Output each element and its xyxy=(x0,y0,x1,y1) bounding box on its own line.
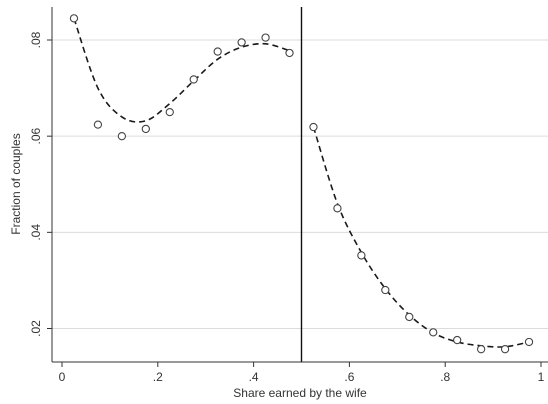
x-tick-label: .2 xyxy=(153,370,163,384)
data-point xyxy=(357,251,366,260)
y-tick-label: .04 xyxy=(29,224,43,241)
fit-layer xyxy=(73,18,530,348)
data-point xyxy=(405,312,414,322)
x-tick-label: .4 xyxy=(249,370,259,384)
data-point xyxy=(189,75,198,84)
x-tick-label: 0 xyxy=(59,370,66,384)
ticks-layer: .02 .04 .06 .08 0 .2 .4 .6 .8 1 xyxy=(29,31,545,384)
data-point xyxy=(285,48,294,58)
data-point xyxy=(261,33,270,42)
axes-layer xyxy=(51,7,548,363)
data-point xyxy=(213,47,222,56)
grid-lines xyxy=(52,39,548,329)
data-point xyxy=(69,14,79,23)
data-point xyxy=(117,132,127,141)
data-point xyxy=(453,335,462,345)
x-tick-label: .6 xyxy=(344,370,354,384)
data-point xyxy=(381,285,390,295)
y-tick-label: .06 xyxy=(29,128,43,145)
data-point xyxy=(429,328,438,337)
y-tick-label: .02 xyxy=(29,320,43,337)
data-point xyxy=(237,38,246,47)
y-axis-title: Fraction of couples xyxy=(9,133,23,234)
data-point xyxy=(476,345,486,354)
x-tick-label: 1 xyxy=(538,370,545,384)
data-point xyxy=(165,107,174,117)
data-point xyxy=(309,122,318,132)
fit-line-right xyxy=(312,126,530,348)
fit-line-left xyxy=(73,18,290,123)
data-point xyxy=(93,120,103,129)
data-point xyxy=(141,124,150,134)
data-point xyxy=(500,345,510,354)
points-layer xyxy=(69,14,534,354)
data-point xyxy=(333,204,342,213)
data-point xyxy=(524,337,534,347)
x-axis-title: Share earned by the wife xyxy=(233,386,367,400)
x-tick-label: .8 xyxy=(440,370,450,384)
y-tick-label: .08 xyxy=(29,31,43,48)
